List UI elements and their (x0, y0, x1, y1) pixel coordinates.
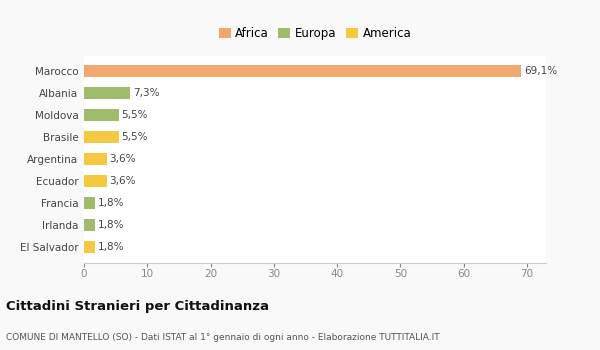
Text: Cittadini Stranieri per Cittadinanza: Cittadini Stranieri per Cittadinanza (6, 300, 269, 313)
Text: 1,8%: 1,8% (98, 220, 124, 230)
Bar (84, 88, 130, 99)
Text: 69,1%: 69,1% (524, 66, 557, 76)
Text: 7,3%: 7,3% (133, 89, 159, 98)
Text: 3,6%: 3,6% (109, 154, 136, 164)
Bar (84, 219, 95, 231)
Text: 1,8%: 1,8% (98, 242, 124, 252)
Legend: Africa, Europa, America: Africa, Europa, America (217, 25, 413, 42)
Bar (84, 65, 521, 77)
Text: 5,5%: 5,5% (121, 132, 148, 142)
Text: 1,8%: 1,8% (98, 198, 124, 208)
Text: 5,5%: 5,5% (121, 110, 148, 120)
Text: COMUNE DI MANTELLO (SO) - Dati ISTAT al 1° gennaio di ogni anno - Elaborazione T: COMUNE DI MANTELLO (SO) - Dati ISTAT al … (6, 332, 440, 342)
Bar (84, 241, 95, 253)
Bar (84, 131, 119, 144)
Text: 3,6%: 3,6% (109, 176, 136, 186)
Bar (84, 197, 95, 209)
Bar (84, 153, 107, 165)
Bar (84, 175, 107, 187)
Bar (84, 109, 119, 121)
